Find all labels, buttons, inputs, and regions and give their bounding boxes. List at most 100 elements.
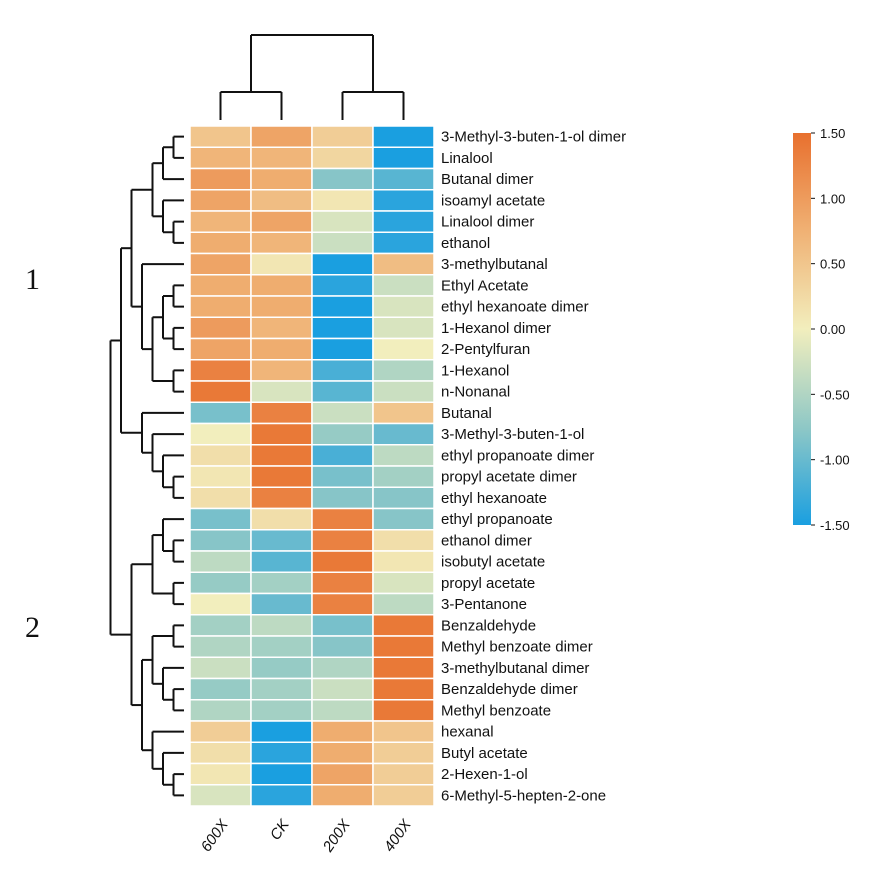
heatmap-cell bbox=[250, 231, 313, 255]
heatmap-cell bbox=[250, 507, 313, 531]
row-label: Ethyl Acetate bbox=[441, 277, 529, 294]
legend-tick-label: -1.00 bbox=[820, 453, 850, 468]
heatmap-cell bbox=[189, 337, 252, 361]
heatmap-cell bbox=[311, 614, 374, 637]
heatmap-cell bbox=[189, 316, 252, 340]
heatmap-cell bbox=[372, 295, 435, 318]
heatmap-cell bbox=[250, 486, 313, 510]
heatmap-cell bbox=[189, 422, 252, 446]
heatmap-cell bbox=[189, 274, 252, 297]
legend-tick-label: 1.50 bbox=[820, 126, 845, 141]
heatmap-cell bbox=[250, 125, 313, 148]
row-label: ethyl propanoate bbox=[441, 511, 553, 528]
column-labels: 600X CK 200X 400X bbox=[198, 816, 416, 856]
row-label: Butanal bbox=[441, 405, 492, 422]
heatmap-cell bbox=[372, 252, 435, 276]
heatmap-cell bbox=[372, 635, 435, 658]
row-label: Methyl benzoate dimer bbox=[441, 639, 593, 656]
row-label: 3-Pentanone bbox=[441, 596, 527, 613]
heatmap-cell bbox=[372, 486, 435, 510]
heatmap-cell bbox=[189, 380, 252, 403]
heatmap-cell bbox=[311, 677, 374, 701]
color-scale-bar bbox=[793, 133, 811, 525]
heatmap-cell bbox=[189, 784, 252, 807]
heatmap-cell bbox=[311, 784, 374, 807]
heatmap-cell bbox=[372, 359, 435, 382]
row-label: 6-Methyl-5-hepten-2-one bbox=[441, 787, 606, 804]
heatmap-cell bbox=[311, 720, 374, 743]
heatmap-cell bbox=[372, 699, 435, 722]
legend-tick-label: -0.50 bbox=[820, 387, 850, 402]
color-scale-legend: 1.50 1.00 0.50 0.00 -0.50 -1.00 -1.50 bbox=[793, 126, 850, 533]
heatmap-cell bbox=[311, 210, 374, 233]
heatmap-cell bbox=[372, 274, 435, 297]
heatmap-cell bbox=[189, 252, 252, 276]
row-label: 3-Methyl-3-buten-1-ol dimer bbox=[441, 129, 626, 146]
heatmap-cell bbox=[250, 656, 313, 680]
heatmap-cell bbox=[311, 146, 374, 170]
heatmap-cell bbox=[311, 444, 374, 467]
heatmap-cell bbox=[189, 592, 252, 616]
row-labels: 3-Methyl-3-buten-1-ol dimer Linalool Butan… bbox=[441, 129, 626, 805]
row-label: ethyl hexanoate dimer bbox=[441, 299, 589, 316]
heatmap-cell bbox=[250, 550, 313, 573]
heatmap-cell bbox=[189, 486, 252, 510]
heatmap-cell bbox=[311, 231, 374, 255]
row-label: propyl acetate bbox=[441, 575, 535, 592]
heatmap-cell bbox=[372, 529, 435, 552]
heatmap-cell bbox=[189, 635, 252, 658]
heatmap-cell bbox=[311, 762, 374, 786]
heatmap-cell bbox=[311, 507, 374, 531]
heatmap-cell bbox=[189, 444, 252, 467]
row-label: Butanal dimer bbox=[441, 171, 534, 188]
heatmap-cell bbox=[372, 231, 435, 255]
heatmap-cells bbox=[189, 125, 435, 807]
heatmap-cell bbox=[311, 465, 374, 488]
legend-tick-label: 0.00 bbox=[820, 322, 845, 337]
heatmap-cell bbox=[250, 380, 313, 403]
heatmap-cell bbox=[311, 380, 374, 403]
heatmap-cell bbox=[250, 444, 313, 467]
heatmap-cell bbox=[311, 274, 374, 297]
heatmap-cell bbox=[250, 210, 313, 233]
heatmap-cell bbox=[250, 614, 313, 637]
heatmap-cell bbox=[372, 550, 435, 573]
group-label-2: 2 bbox=[25, 611, 40, 644]
row-label: ethyl hexanoate bbox=[441, 490, 547, 507]
heatmap-cell bbox=[311, 167, 374, 191]
heatmap-cell bbox=[250, 422, 313, 446]
heatmap-cell bbox=[250, 720, 313, 743]
heatmap-cell bbox=[250, 252, 313, 276]
heatmap-cell bbox=[250, 529, 313, 552]
heatmap-cell bbox=[372, 656, 435, 680]
heatmap-cell bbox=[250, 762, 313, 786]
heatmap-cell bbox=[189, 529, 252, 552]
heatmap-cell bbox=[372, 592, 435, 616]
row-label: Benzaldehyde bbox=[441, 617, 536, 634]
heatmap-cell bbox=[311, 422, 374, 446]
heatmap-cell bbox=[372, 146, 435, 170]
heatmap-cell bbox=[189, 167, 252, 191]
heatmap-cell bbox=[189, 189, 252, 212]
column-label: 400X bbox=[381, 816, 416, 855]
heatmap-cell bbox=[311, 316, 374, 340]
heatmap-cell bbox=[311, 295, 374, 318]
heatmap-cell bbox=[189, 295, 252, 318]
row-label: Methyl benzoate bbox=[441, 702, 551, 719]
row-label: 1-Hexanol bbox=[441, 362, 509, 379]
column-label: 200X bbox=[319, 816, 354, 856]
color-scale-ticks: 1.50 1.00 0.50 0.00 -0.50 -1.00 -1.50 bbox=[811, 126, 850, 533]
heatmap-cell bbox=[250, 571, 313, 595]
heatmap-cell bbox=[250, 337, 313, 361]
heatmap-cell bbox=[311, 741, 374, 765]
heatmap-cell bbox=[250, 146, 313, 170]
heatmap-cell bbox=[250, 741, 313, 765]
heatmap-cell bbox=[250, 465, 313, 488]
heatmap-cell bbox=[250, 295, 313, 318]
heatmap-cell bbox=[372, 741, 435, 765]
heatmap-cell bbox=[372, 380, 435, 403]
heatmap-cell bbox=[311, 592, 374, 616]
heatmap-cell bbox=[311, 550, 374, 573]
heatmap-cell bbox=[311, 252, 374, 276]
